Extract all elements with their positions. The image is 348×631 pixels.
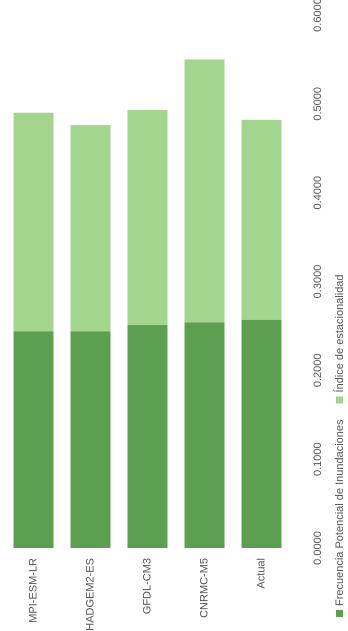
y-tick-label: 0.5000 — [312, 87, 324, 121]
bar-segment — [184, 322, 225, 548]
y-tick-label: 0.6000 — [312, 0, 324, 32]
bar-segment — [70, 125, 111, 332]
x-tick-label: HADGEM2-ES — [84, 558, 96, 631]
bar-segment — [70, 331, 111, 548]
legend-swatch — [336, 610, 343, 617]
y-tick-label: 0.0000 — [312, 531, 324, 565]
bar-segment — [13, 331, 54, 548]
bar-segment — [127, 110, 168, 326]
y-tick-label: 0.2000 — [312, 354, 324, 388]
bar-segment — [13, 112, 54, 332]
bar-segment — [184, 59, 225, 323]
y-tick-label: 0.1000 — [312, 442, 324, 476]
bar-segment — [241, 119, 282, 320]
x-tick-label: MPI-ESM-LR — [27, 558, 39, 623]
bar-segment — [241, 319, 282, 548]
y-tick-label: 0.3000 — [312, 265, 324, 299]
x-tick-label: Actual — [255, 558, 267, 589]
bar-segment — [127, 325, 168, 548]
x-tick-label: CNRMC-M5 — [198, 558, 210, 618]
x-tick-label: GFDL-CM3 — [141, 558, 153, 614]
legend-label: Índice de estacionalidad — [333, 274, 346, 392]
legend-swatch — [336, 396, 343, 404]
y-tick-label: 0.4000 — [312, 176, 324, 210]
legend-label: Frecuencia Potencial de Inundaciones — [334, 419, 346, 606]
plot: 0.0000 0.1000 0.2000 0.3000 0.4000 0.5000 0.60… — [13, 0, 346, 631]
